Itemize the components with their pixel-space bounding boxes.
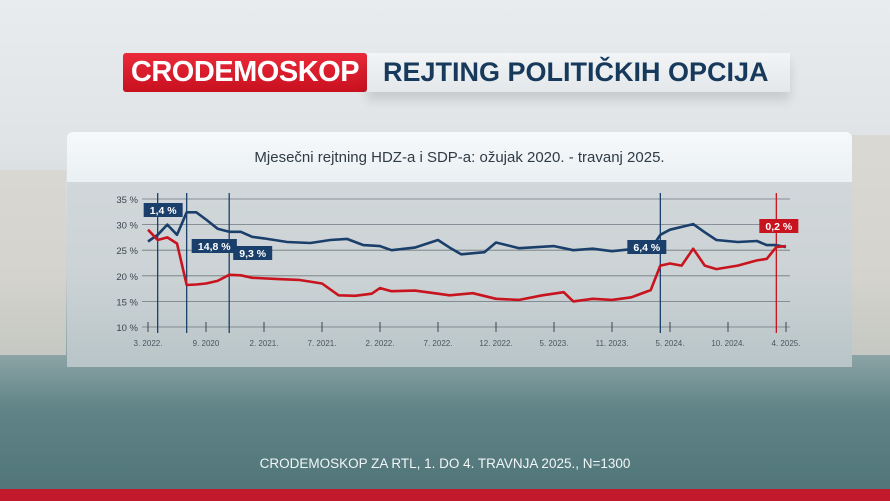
background-building-left	[0, 170, 66, 355]
y-tick-label: 30 %	[116, 221, 138, 232]
y-tick-label: 35 %	[116, 195, 138, 206]
header: CRODEMOSKOP REJTING POLITIČKIH OPCIJA	[123, 53, 790, 92]
chart-title: Mjesečni rejtning HDZ-a i SDP-a: ožujak …	[67, 132, 852, 182]
annotation-label-box	[143, 203, 183, 217]
hdz-series-line	[147, 211, 787, 256]
y-tick-label: 15 %	[116, 297, 138, 308]
x-tick-label: 7. 2022.	[424, 339, 453, 348]
x-tick-label: 2. 2021.	[250, 339, 279, 348]
page-title: REJTING POLITIČKIH OPCIJA	[367, 53, 790, 92]
annotation-label: 6,4 %	[633, 242, 661, 254]
x-tick-label: 11. 2023.	[596, 339, 629, 348]
y-tick-label: 20 %	[116, 272, 138, 283]
x-tick-label: 3. 2022.	[134, 339, 163, 348]
background-building-right	[852, 135, 890, 355]
bottom-strip	[0, 489, 890, 501]
sdp-series-line	[147, 228, 787, 303]
x-tick-label: 5. 2023.	[540, 339, 569, 348]
annotation-label: 0,2 %	[765, 221, 793, 233]
x-tick-label: 5. 2024.	[656, 339, 685, 348]
annotation-label-box	[759, 219, 799, 233]
x-tick-label: 9. 2020	[193, 339, 220, 348]
y-tick-label: 10 %	[116, 323, 138, 334]
annotation-label-box	[191, 239, 237, 253]
y-tick-label: 25 %	[116, 246, 138, 257]
annotation-label-box	[233, 246, 273, 260]
annotation-label: 1,4 %	[150, 205, 178, 217]
annotation-label-box	[627, 240, 667, 254]
x-tick-label: 7. 2021.	[308, 339, 337, 348]
x-tick-label: 4. 2025.	[772, 339, 801, 348]
x-tick-label: 12. 2022.	[479, 339, 512, 348]
annotation-label: 9,3 %	[239, 248, 267, 260]
footer-source: CRODEMOSKOP ZA RTL, 1. DO 4. TRAVNJA 202…	[259, 456, 631, 471]
x-tick-label: 2. 2022.	[366, 339, 395, 348]
brand-logo: CRODEMOSKOP	[123, 53, 367, 92]
x-tick-label: 10. 2024.	[711, 339, 744, 348]
annotation-label: 14,8 %	[198, 241, 231, 253]
